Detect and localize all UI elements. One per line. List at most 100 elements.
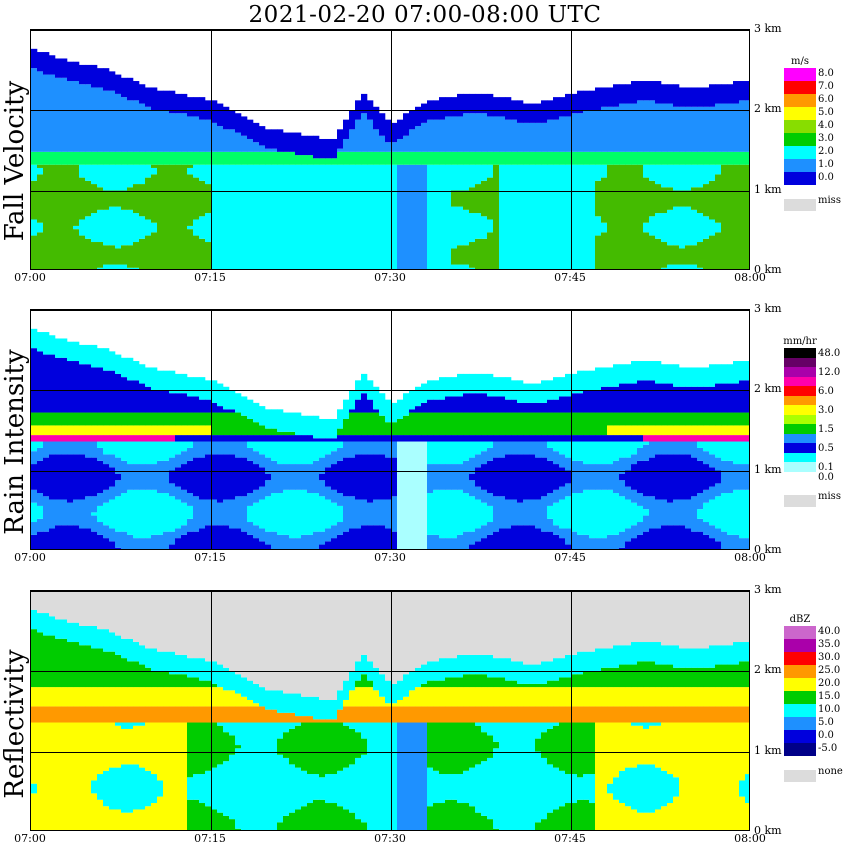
time-tick-label: 07:15 xyxy=(194,832,226,845)
missing-swatch xyxy=(784,495,816,507)
legend-value: 3.0 xyxy=(818,133,834,144)
altitude-tick-label: 2 km xyxy=(754,102,782,115)
time-gridline xyxy=(211,310,212,549)
legend-swatch xyxy=(784,433,816,443)
reflectivity-legend: dBZ 40.0 35.0 30.0 25.0 20.0 15.0 10.0 5.0 0.0 -5.… xyxy=(784,614,844,796)
legend-swatch xyxy=(784,452,816,462)
legend-value: 1.5 xyxy=(818,424,834,435)
legend-swatch xyxy=(784,665,816,678)
legend-value: 5.0 xyxy=(818,107,834,118)
legend-swatch xyxy=(784,395,816,405)
legend-swatch xyxy=(784,357,816,367)
legend-value: 8.0 xyxy=(818,68,834,79)
legend-value: 6.0 xyxy=(818,386,834,397)
legend-swatch xyxy=(784,386,816,396)
legend-swatch xyxy=(784,471,816,481)
legend-value: 10.0 xyxy=(818,704,841,715)
legend-value: 0.5 xyxy=(818,443,834,454)
legend-swatch xyxy=(784,81,816,94)
missing-swatch xyxy=(784,770,816,782)
missing-label: none xyxy=(818,766,843,777)
panel-label-reflectivity: Reflectivity xyxy=(0,649,30,799)
legend-swatch xyxy=(784,424,816,434)
legend-swatch xyxy=(784,120,816,133)
legend-swatch xyxy=(784,704,816,717)
legend-value: 0.0 xyxy=(818,471,834,483)
legend-swatch xyxy=(784,414,816,424)
rain-intensity-legend: mm/hr 48.0 12.0 6.0 3.0 1.5 0.5 0.1 0.0 miss xyxy=(783,336,844,518)
altitude-tick-label: 3 km xyxy=(754,21,782,35)
legend-value: 4.0 xyxy=(818,120,834,131)
rain-intensity-plot xyxy=(30,309,750,550)
altitude-gridline xyxy=(31,751,749,753)
legend-value: 1.0 xyxy=(818,159,834,170)
legend-swatch xyxy=(784,639,816,652)
legend-value: 12.0 xyxy=(818,367,841,378)
time-gridline xyxy=(571,591,572,830)
time-gridline xyxy=(571,30,572,269)
legend-swatch xyxy=(784,146,816,159)
time-gridline xyxy=(211,30,212,269)
time-tick-label: 08:00 xyxy=(734,551,766,564)
legend-swatch xyxy=(784,367,816,377)
time-tick-label: 08:00 xyxy=(734,832,766,845)
legend-swatch xyxy=(784,678,816,691)
time-gridline xyxy=(391,310,392,549)
legend-value: 30.0 xyxy=(818,652,841,663)
altitude-gridline xyxy=(31,671,749,672)
altitude-gridline xyxy=(31,30,749,31)
legend-swatch xyxy=(784,133,816,146)
time-gridline xyxy=(571,310,572,549)
legend-swatch xyxy=(784,730,816,743)
legend-swatch xyxy=(784,462,816,472)
radar-image xyxy=(31,328,749,549)
legend-swatch xyxy=(784,159,816,172)
time-tick-label: 07:15 xyxy=(194,271,226,284)
altitude-gridline xyxy=(31,591,749,592)
altitude-tick-label: 1 km xyxy=(754,743,782,757)
fall-velocity-plot xyxy=(30,29,750,270)
time-tick-label: 07:45 xyxy=(554,551,586,564)
missing-swatch xyxy=(784,199,816,211)
altitude-tick-label: 2 km xyxy=(754,663,782,676)
legend-swatch xyxy=(784,405,816,415)
time-tick-label: 07:15 xyxy=(194,551,226,564)
reflectivity-plot xyxy=(30,590,750,831)
time-tick-label: 07:45 xyxy=(554,832,586,845)
legend-unit: m/s xyxy=(791,56,809,67)
altitude-gridline xyxy=(31,310,749,311)
altitude-gridline xyxy=(31,190,749,192)
legend-value: 5.0 xyxy=(818,717,834,728)
legend-unit: mm/hr xyxy=(783,336,817,347)
legend-value: 40.0 xyxy=(818,626,841,637)
legend-swatch xyxy=(784,443,816,453)
time-tick-label: 07:00 xyxy=(14,271,46,284)
altitude-gridline xyxy=(31,110,749,111)
legend-swatch xyxy=(784,626,816,639)
legend-value: 0.0 xyxy=(818,730,834,741)
legend-swatch xyxy=(784,652,816,665)
time-gridline xyxy=(391,591,392,830)
legend-swatch xyxy=(784,743,816,756)
radar-image xyxy=(31,48,749,269)
legend-value: 25.0 xyxy=(818,665,841,676)
legend-swatch xyxy=(784,691,816,704)
legend-value: 35.0 xyxy=(818,639,841,650)
page-title: 2021-02-20 07:00-08:00 UTC xyxy=(248,2,602,28)
legend-swatch xyxy=(784,717,816,730)
altitude-tick-label: 1 km xyxy=(754,182,782,196)
time-tick-label: 07:30 xyxy=(374,271,406,284)
altitude-gridline xyxy=(31,470,749,472)
legend-swatch xyxy=(784,376,816,386)
altitude-tick-label: 0 km xyxy=(754,543,782,556)
legend-value: -5.0 xyxy=(818,743,838,754)
time-tick-label: 07:00 xyxy=(14,832,46,845)
legend-swatch xyxy=(784,348,816,358)
missing-label: miss xyxy=(818,491,841,502)
altitude-tick-label: 2 km xyxy=(754,382,782,395)
time-tick-label: 08:00 xyxy=(734,271,766,284)
panel-label-rain-intensity: Rain Intensity xyxy=(0,349,30,535)
legend-value: 6.0 xyxy=(818,94,834,105)
altitude-tick-label: 1 km xyxy=(754,462,782,476)
time-tick-label: 07:00 xyxy=(14,551,46,564)
